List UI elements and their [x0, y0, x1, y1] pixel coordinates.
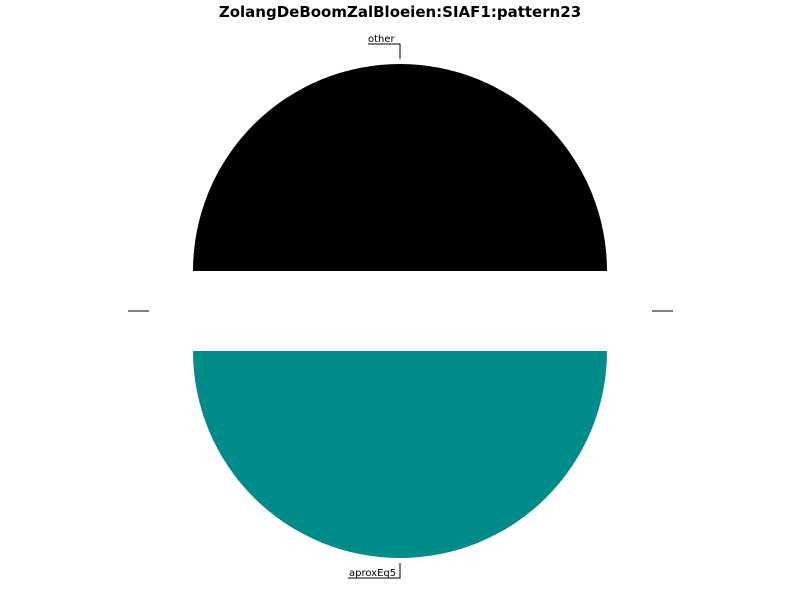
pie-label-other: other [368, 34, 396, 45]
chart-title: ZolangDeBoomZalBloeien:SIAF1:pattern23 [218, 3, 582, 21]
pie-leader-other [368, 43, 401, 59]
pie-leader-aproxEq5 [348, 563, 401, 579]
pie-label-aproxEq5: aproxEq5 [349, 568, 396, 579]
pie-slice-aproxEq5 [193, 351, 607, 558]
pie-labels: other aproxEq5 [128, 34, 673, 579]
pie-slice-other [193, 64, 607, 271]
pie-slices [193, 64, 607, 558]
